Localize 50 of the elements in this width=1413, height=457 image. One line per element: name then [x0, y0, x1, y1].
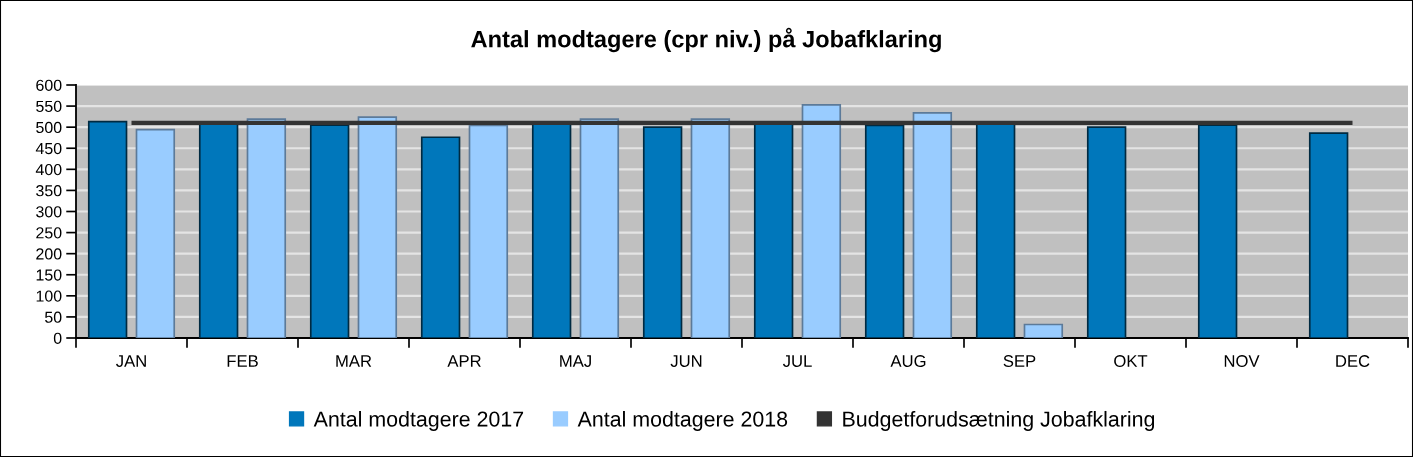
x-tick-label: NOV: [1224, 355, 1260, 367]
x-tick-label: JAN: [116, 355, 146, 367]
legend-label: Budgetforudsætning Jobafklaring: [843, 410, 1155, 431]
bar: [1197, 124, 1238, 338]
x-tick-label: AUG: [890, 355, 926, 367]
y-tick-label: 500: [36, 121, 62, 134]
bar: [753, 122, 794, 338]
bar: [912, 111, 953, 338]
y-tick-label: 150: [36, 269, 62, 281]
legend-label: Antal modtagere 2017: [313, 410, 524, 431]
y-tick-label: 100: [36, 290, 62, 302]
x-tick-label: MAR: [336, 355, 372, 367]
x-tick-label: DEC: [1336, 355, 1370, 367]
bar: [864, 124, 905, 338]
bar: [531, 122, 572, 338]
chart-title: Antal modtagere (cpr niv.) på Jobafklaring: [471, 27, 941, 53]
bar: [87, 120, 128, 338]
x-tick-label: FEB: [227, 355, 258, 367]
legend-label: Antal modtagere 2018: [577, 410, 788, 431]
x-tick-label: JUL: [782, 355, 812, 367]
y-tick-label: 200: [36, 248, 62, 260]
y-tick-label: 350: [36, 185, 62, 197]
bar: [801, 103, 842, 338]
x-tick-label: SEP: [1003, 355, 1036, 367]
y-tick-label: 550: [36, 100, 62, 113]
bar: [579, 118, 620, 338]
y-tick-label: 400: [35, 163, 62, 176]
y-tick-label: 600: [36, 79, 62, 91]
x-tick-label: OKT: [1114, 355, 1148, 367]
bar: [1086, 126, 1127, 338]
bar: [420, 136, 461, 338]
bar: [198, 122, 239, 338]
bar: [1023, 323, 1064, 338]
y-tick-label: 250: [36, 227, 62, 239]
x-tick-label: MAJ: [560, 355, 591, 367]
y-tick-label: 300: [36, 206, 62, 218]
bar: [246, 118, 287, 338]
x-tick-label: JUN: [670, 355, 702, 367]
y-tick-label: 0: [53, 332, 62, 344]
y-tick-label: 50: [44, 311, 62, 323]
x-tick-label: APR: [447, 355, 481, 367]
bar: [642, 126, 683, 338]
bar: [309, 124, 350, 338]
bar: [468, 124, 509, 338]
bar: [357, 116, 398, 338]
bar: [690, 118, 731, 338]
bar: [975, 122, 1016, 338]
bar: [135, 128, 176, 338]
bar: [1308, 132, 1349, 338]
y-tick-label: 450: [35, 142, 62, 155]
